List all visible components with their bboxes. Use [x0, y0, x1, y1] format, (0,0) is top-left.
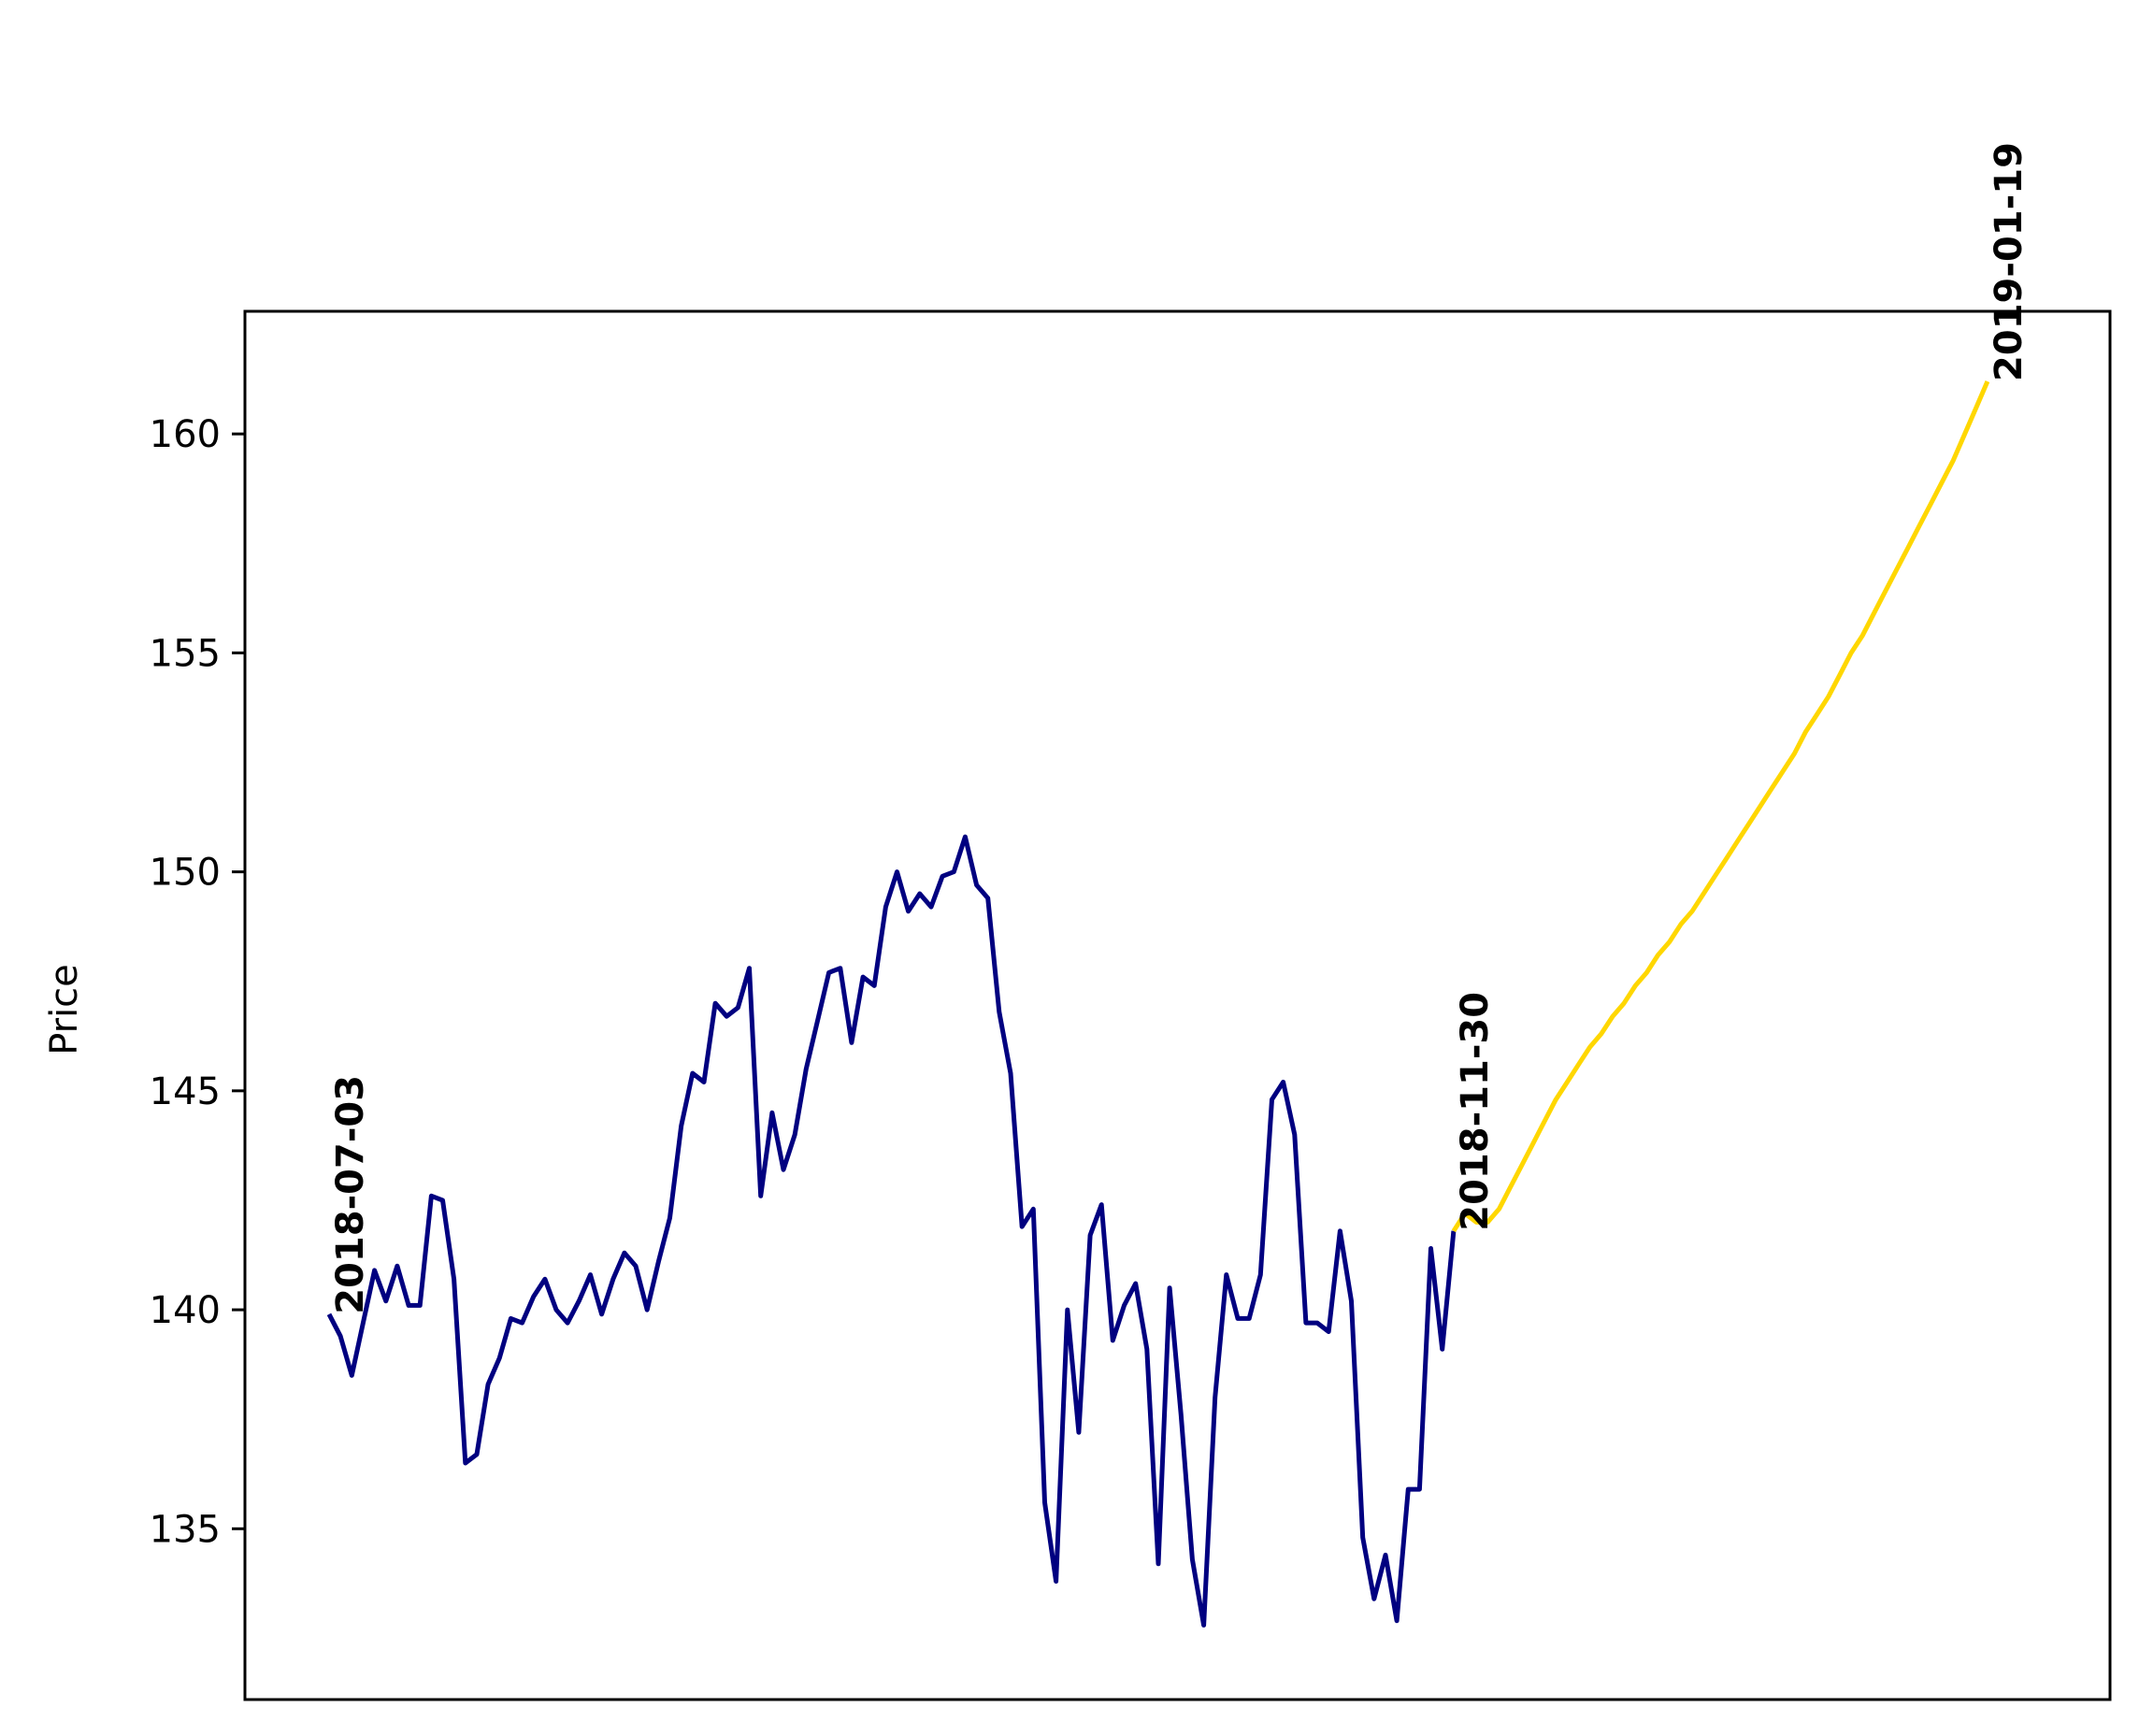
y-axis-label: Price: [43, 964, 86, 1055]
y-tick-label-140: 140: [150, 1289, 221, 1332]
annotation-layer: 2018-07-03 2018-11-30 2019-01-19: [329, 142, 2031, 1314]
y-tick-label-155: 155: [150, 632, 221, 675]
forecast-series-line: [1451, 380, 1990, 1233]
y-tick-label-150: 150: [150, 852, 221, 895]
plot-frame: [243, 309, 2112, 1701]
plot-layer: [326, 380, 1990, 1628]
date-annotation-2019-01-19: 2019-01-19: [1988, 142, 2031, 381]
y-tick-label-135: 135: [150, 1508, 221, 1551]
y-tick-label-160: 160: [150, 413, 221, 456]
history-series-line: [326, 834, 1457, 1628]
date-annotation-2018-07-03: 2018-07-03: [329, 1075, 372, 1314]
date-annotation-2018-11-30: 2018-11-30: [1454, 992, 1497, 1231]
y-tick-label-145: 145: [150, 1070, 221, 1113]
y-axis: 135 140 145 150 155 160: [150, 413, 245, 1551]
